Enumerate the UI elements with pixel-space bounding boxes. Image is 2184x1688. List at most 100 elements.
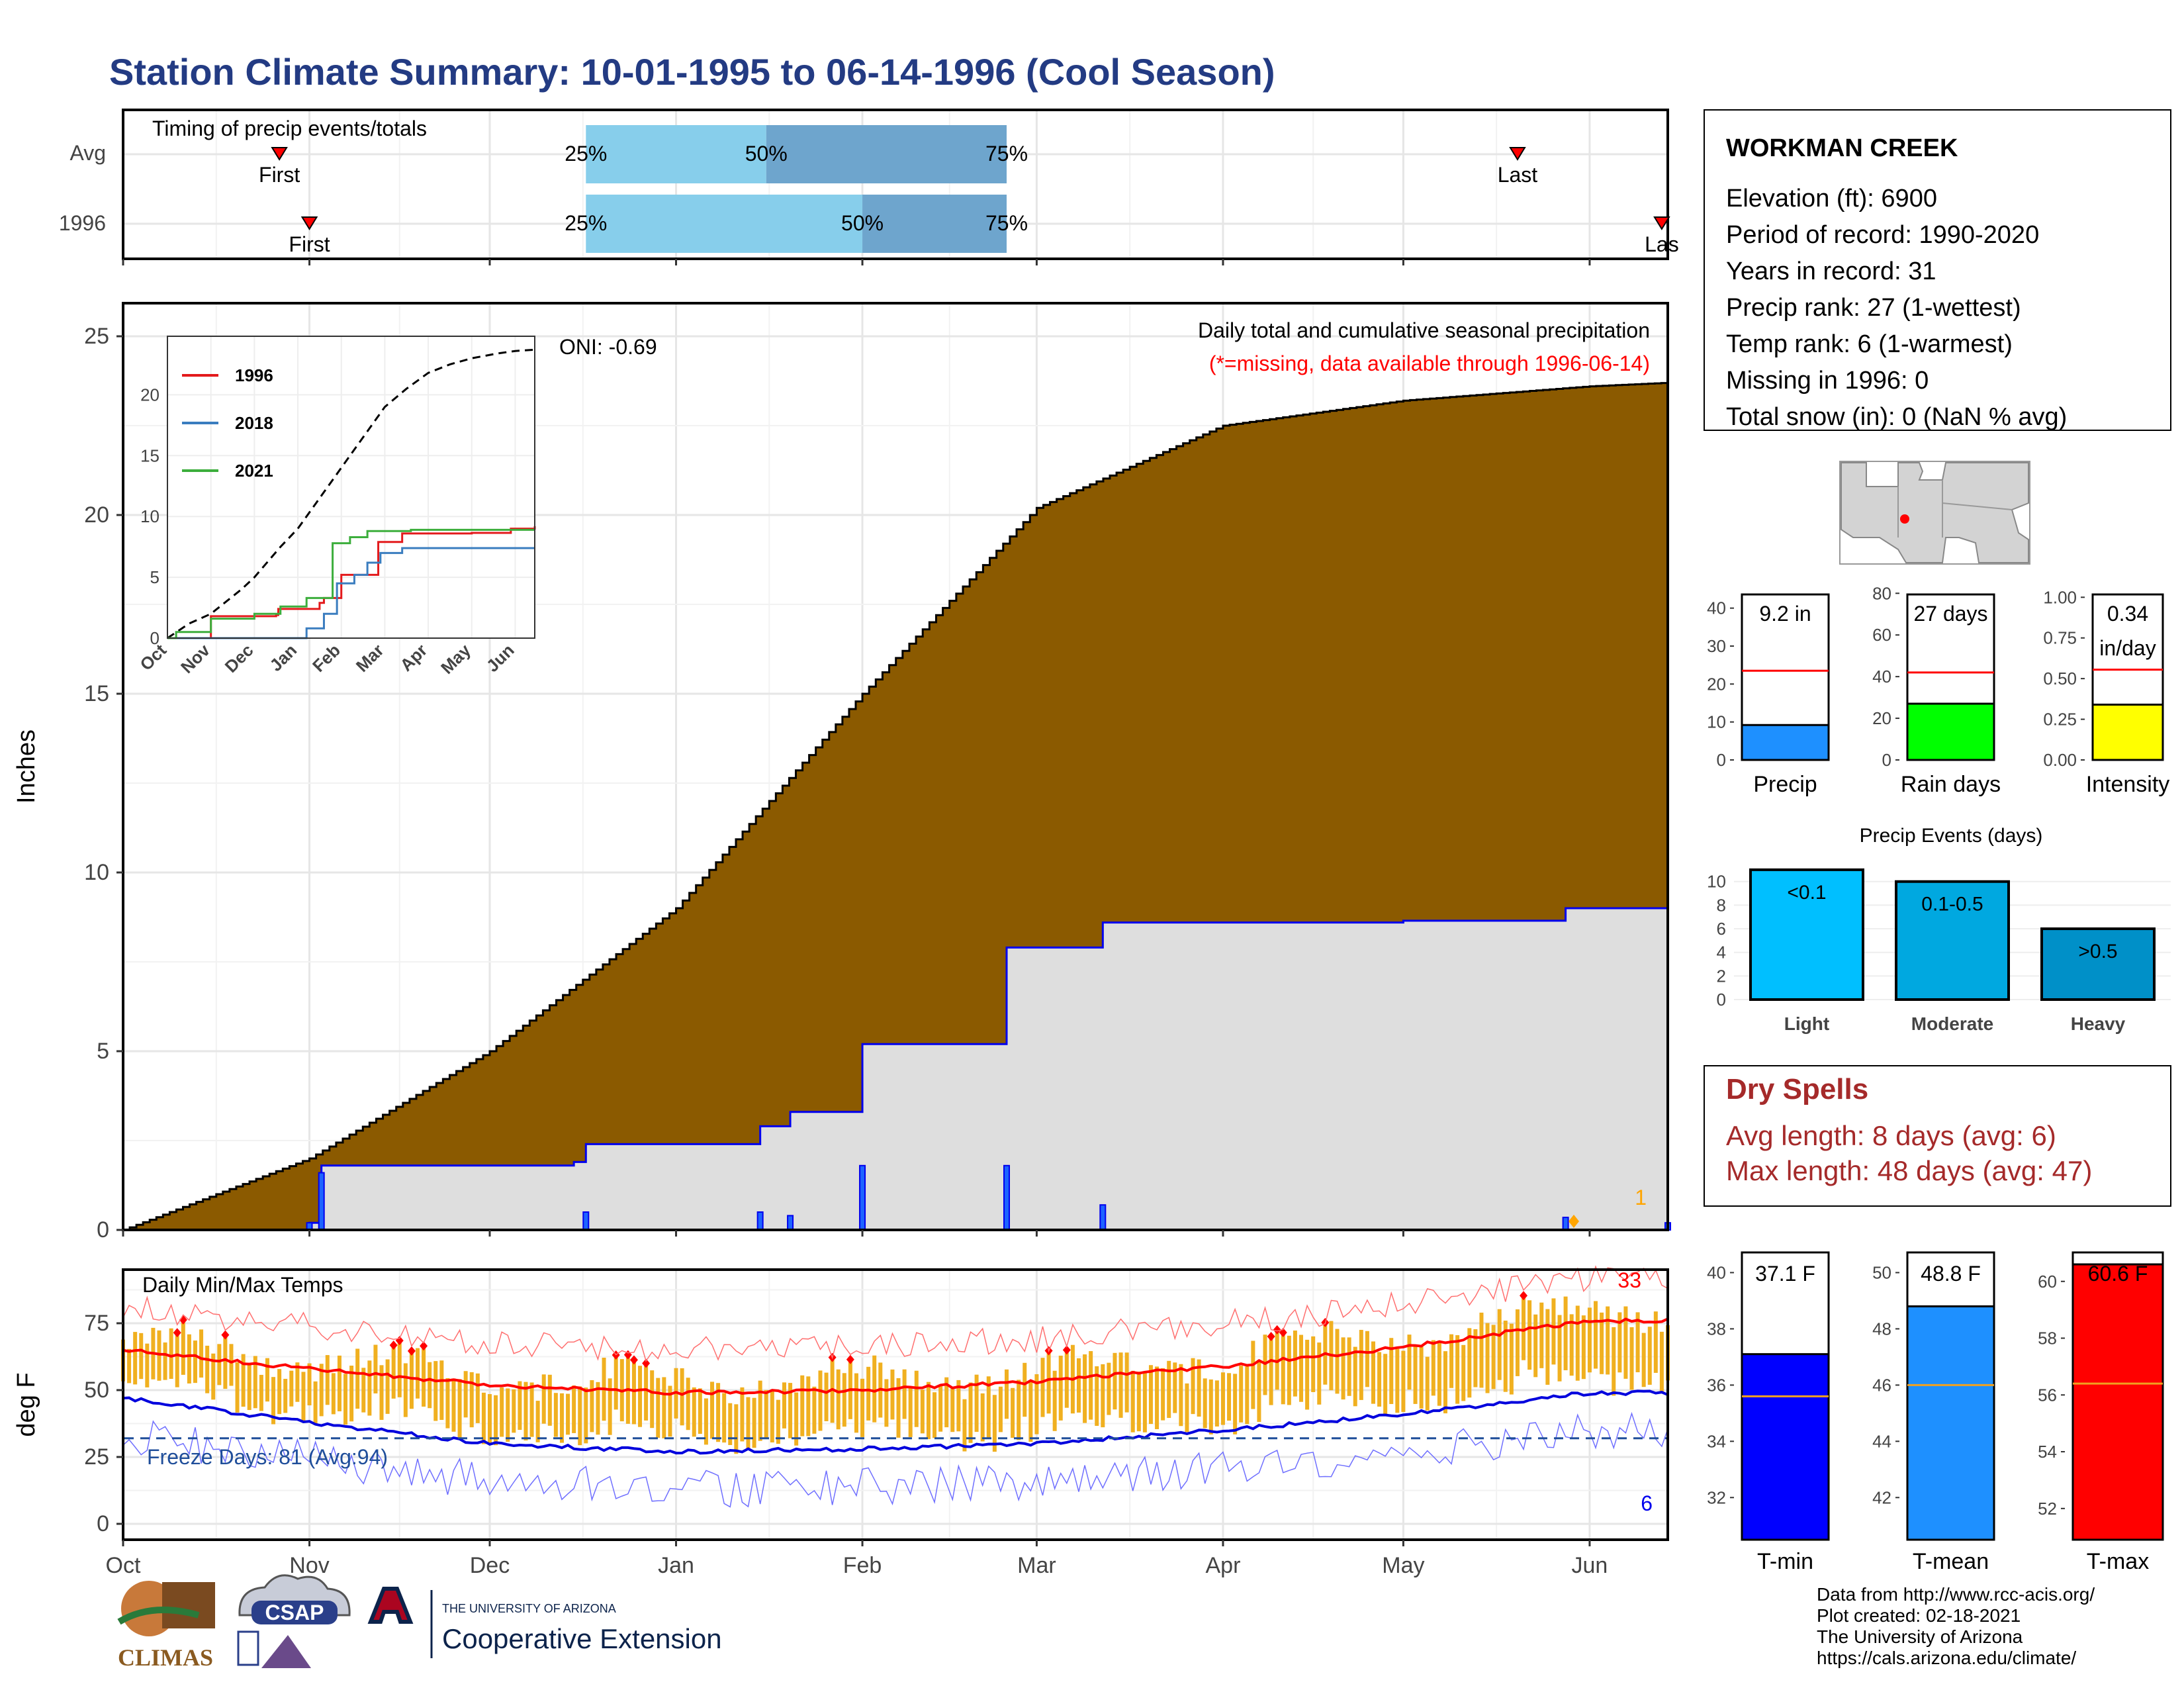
timing-label: Timing of precip events/totals [152,117,427,140]
daily-temp-bar [169,1328,173,1379]
inset-average-line [167,348,535,639]
daily-temp-bar [1305,1339,1310,1410]
daily-temp-bar [1233,1374,1238,1434]
temp-sum-label: 37.1 F [1755,1262,1815,1286]
daily-temp-bar [890,1369,895,1420]
daily-temp-bar [1437,1341,1441,1406]
temp-panel-bg [123,1270,1668,1540]
daily-temp-bar [872,1355,877,1423]
daily-temp-bar [271,1377,276,1425]
daily-temp-bar [1383,1354,1388,1416]
daily-temp-bar [908,1387,913,1437]
daily-temp-bar [1365,1331,1369,1387]
page-title: Station Climate Summary: 10-01-1995 to 0… [109,51,1275,93]
event-bar-name: Light [1784,1013,1829,1034]
q25-label: 25% [565,142,607,165]
y-tick-label: 32 [1707,1487,1726,1507]
y-tick-label: 58 [2038,1329,2057,1348]
climas-logo-text: CLIMAS [118,1644,213,1671]
quartile-bar-lower [586,125,766,183]
daily-temp-bar [1155,1366,1160,1429]
daily-temp-bar [445,1378,450,1429]
daily-temp-bar [776,1399,780,1444]
daily-temp-bar [1052,1370,1057,1431]
daily-temp-bar [1594,1301,1598,1369]
y-tick-label: 0 [97,1511,109,1536]
daily-temp-bar [1040,1358,1045,1417]
legend-label: 1996 [235,365,273,385]
daily-temp-bar [428,1362,432,1409]
first-event-label: First [289,232,330,256]
timing-marks: 25% 50% 75% First Last 25% 50% 75% First Las [259,142,1679,256]
daily-temp-bar [1659,1331,1664,1393]
station-line-3: Precip rank: 27 (1-wettest) [1726,294,2021,322]
station-location-dot [1900,514,1909,524]
y-tick-label: 60 [2038,1272,2057,1291]
temp-panel-border [122,1268,1669,1541]
daily-temp-bar [217,1344,222,1385]
x-tick-label: Apr [1205,1553,1240,1578]
daily-temp-bar [770,1390,774,1443]
average-min-line [122,1389,1668,1455]
daily-temp-bar [980,1393,985,1442]
precip-y-ticks: 0 5 10 15 20 25 [84,324,123,1243]
daily-temp-bar [824,1372,829,1421]
quartile-bar-upper [766,125,1007,183]
y-tick-label: 0.75 [2043,628,2077,648]
daily-temp-bar [457,1379,462,1438]
inset-y-tick-label: 5 [150,567,159,587]
q50-label: 50% [841,211,884,235]
precip-count-marker [1569,1215,1579,1228]
precip-note-main: Daily total and cumulative seasonal prec… [1198,318,1650,342]
y-tick-label: 44 [1872,1431,1891,1451]
inset-y-ticks: 0 5 10 15 20 [140,385,159,648]
daily-temp-bar [1299,1335,1304,1402]
daily-temp-bar [1473,1329,1478,1387]
daily-temp-bar [1311,1336,1316,1392]
x-tick-label: Jun [1572,1553,1608,1578]
daily-temp-bar [1653,1311,1658,1373]
timing-row-avg-label: Avg [69,141,106,165]
daily-temp-bar [1431,1340,1435,1396]
daily-temp-bar [469,1372,474,1428]
daily-temp-bar [1545,1309,1550,1385]
daily-temp-bar [529,1382,534,1437]
daily-temp-bar [1551,1298,1556,1365]
y-tick-label: 0.00 [2043,750,2077,770]
y-tick-label: 34 [1707,1431,1726,1451]
record-high-marker [1062,1345,1071,1355]
daily-temp-bar [1130,1370,1135,1432]
daily-temp-bar [758,1380,762,1441]
dry-spells-avg: Avg length: 8 days (avg: 6) [1726,1120,2056,1151]
y-tick-label: 50 [84,1378,109,1403]
summary-bar-label: 27 days [1913,602,1987,626]
y-tick-label: 2 [1717,966,1726,986]
daily-temp-bar [319,1364,324,1417]
temperature-summary-bars: 32 34 36 38 40 37.1 F T-min 42 44 46 48 50 48.8 F T-m… [1707,1244,2171,1574]
y-tick-label: 20 [1707,674,1726,694]
last-event-marker [1509,147,1526,161]
precip-panel-border [122,302,1669,1231]
y-tick-label: 0.25 [2043,710,2077,729]
x-tick-label: Jan [658,1553,694,1578]
daily-temp-bar [1539,1302,1544,1368]
daily-temp-bar [223,1335,228,1389]
daily-temp-bar [337,1355,341,1412]
daily-temp-bar [644,1363,649,1421]
inset-lines [167,348,536,639]
daily-temp-bar [1167,1360,1171,1419]
event-bar-label: 0.1-0.5 [1921,894,1983,915]
daily-temp-bar [506,1388,510,1442]
dry-spells-title: Dry Spells [1726,1073,1868,1105]
daily-temp-bar [566,1393,570,1435]
event-bar [1749,868,1864,1002]
daily-temp-bar [686,1378,690,1430]
daily-temp-bar [175,1333,179,1387]
y-tick-label: 0 [1882,750,1891,770]
temp-sum-name: T-min [1757,1549,1813,1574]
daily-temp-bar [1443,1351,1447,1414]
summary-bar-value [1906,702,1995,761]
y-tick-label: 20 [84,502,109,528]
first-event-marker [271,147,288,161]
